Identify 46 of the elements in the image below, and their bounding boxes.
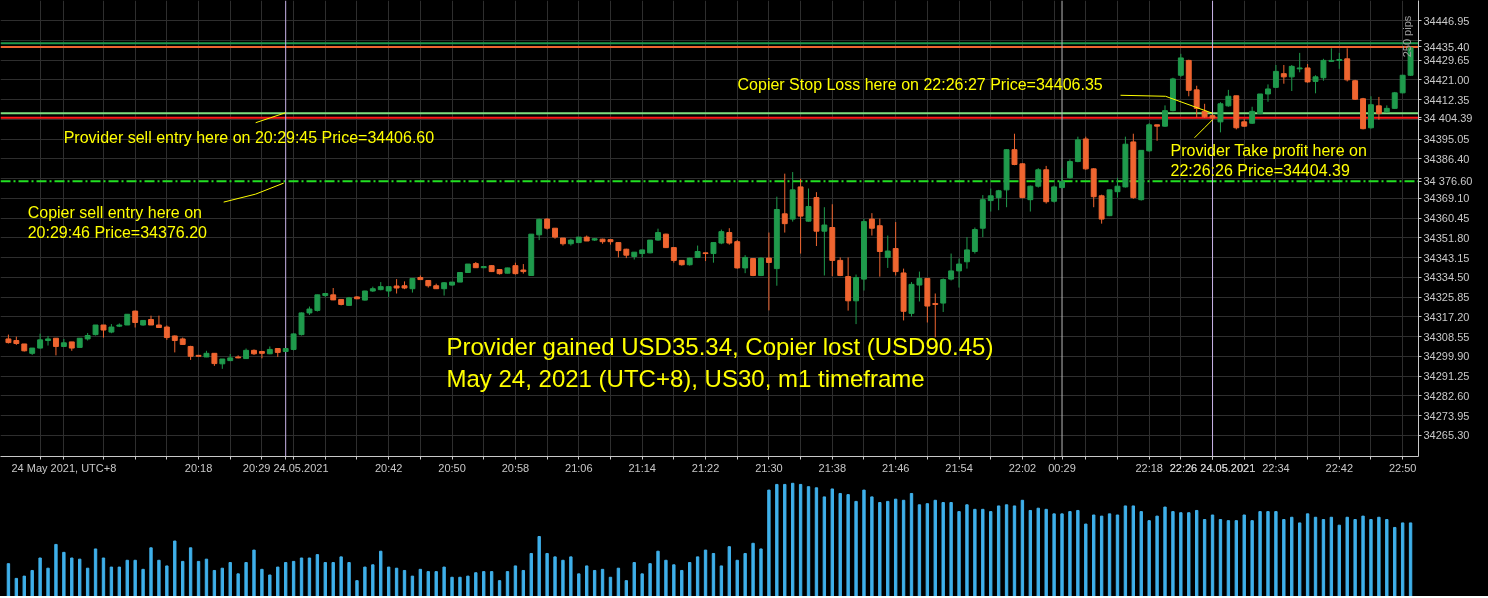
x-tick-label: 20:58 bbox=[501, 461, 530, 474]
y-tick-label: 34334.50 bbox=[1423, 271, 1470, 284]
x-tick-label: 22:18 bbox=[1135, 461, 1163, 474]
y-tick-label: 34325.85 bbox=[1423, 291, 1470, 304]
annotation: 250 pips bbox=[1400, 15, 1413, 58]
y-tick-label: 34282.60 bbox=[1423, 389, 1470, 402]
x-tick-label: 24 May 2021, UTC+8 bbox=[11, 461, 117, 474]
x-tick-label: 20:42 bbox=[374, 461, 403, 474]
y-tick-label: 34308.55 bbox=[1423, 330, 1470, 343]
ref-line-label: 34 404.39 bbox=[1423, 111, 1473, 124]
y-tick-label: 34395.05 bbox=[1423, 133, 1470, 146]
x-tick-label: 21:46 bbox=[881, 461, 910, 474]
y-tick-label: 34412.35 bbox=[1423, 93, 1470, 106]
y-tick-label: 34299.90 bbox=[1423, 350, 1470, 363]
x-tick-label: 21:38 bbox=[818, 461, 847, 474]
ref-line-label: 22:26 24.05.2021 bbox=[1169, 461, 1256, 474]
y-tick-label: 34360.45 bbox=[1423, 212, 1470, 225]
y-tick-label: 34369.10 bbox=[1423, 192, 1470, 205]
y-tick-label: 34429.65 bbox=[1423, 54, 1470, 67]
ref-line-label: 20:29 24.05.2021 bbox=[242, 461, 329, 474]
x-tick-label: 21:06 bbox=[565, 461, 593, 474]
x-tick-label: 21:30 bbox=[755, 461, 783, 474]
y-tick-label: 34273.95 bbox=[1423, 409, 1470, 422]
annotation: Provider gained USD35.34, Copier lost (USD90.45) May 24, 2021 (UTC+8), US30, m1 timeframe bbox=[446, 332, 994, 392]
y-tick-label: 34446.95 bbox=[1423, 14, 1470, 27]
y-tick-label: 34386.40 bbox=[1423, 152, 1470, 165]
y-tick-label: 34317.20 bbox=[1423, 310, 1470, 323]
y-tick-label: 34421.00 bbox=[1423, 73, 1470, 86]
y-tick-label: 34265.30 bbox=[1423, 429, 1470, 442]
x-tick-label: 22:42 bbox=[1325, 461, 1354, 474]
y-tick-label: 34351.80 bbox=[1423, 231, 1470, 244]
x-tick-label: 20:50 bbox=[438, 461, 466, 474]
y-tick-label: 34291.25 bbox=[1423, 370, 1470, 383]
x-tick-label: 22:50 bbox=[1388, 461, 1417, 474]
ref-line-label: 34 376.60 bbox=[1423, 175, 1473, 188]
x-tick-label: 21:54 bbox=[945, 461, 973, 474]
ref-line-label: 34435.40 bbox=[1423, 40, 1470, 53]
x-tick-label: 22:02 bbox=[1008, 461, 1037, 474]
y-tick-label: 34343.15 bbox=[1423, 251, 1470, 264]
annotation: Copier Stop Loss here on 22:26:27 Price=34406.35 bbox=[737, 75, 1103, 93]
ref-line-label: 00:29 bbox=[1048, 461, 1076, 474]
x-tick-label: 22:34 bbox=[1262, 461, 1290, 474]
x-tick-label: 20:18 bbox=[184, 461, 213, 474]
annotation: Copier sell entry here on 20:29:46 Price=34376.20 bbox=[27, 204, 208, 242]
x-tick-label: 21:22 bbox=[691, 461, 720, 474]
x-tick-label: 21:14 bbox=[628, 461, 656, 474]
